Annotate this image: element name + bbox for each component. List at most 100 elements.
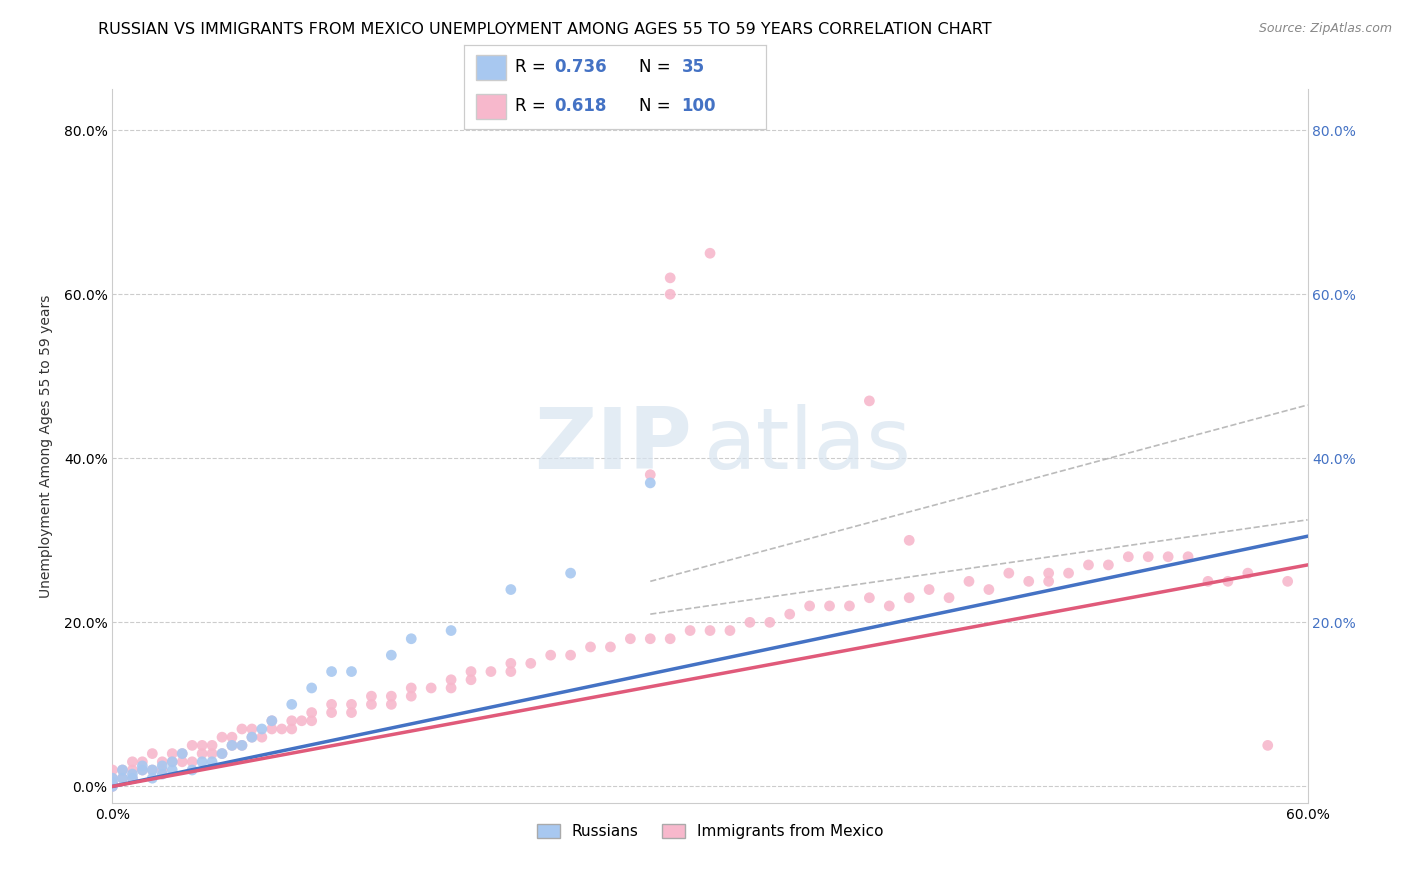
Point bbox=[191, 755, 214, 769]
Point bbox=[818, 599, 841, 613]
Point bbox=[380, 698, 402, 712]
Point bbox=[898, 591, 921, 605]
Point bbox=[1018, 574, 1040, 589]
Point bbox=[1237, 566, 1260, 581]
Point bbox=[101, 780, 124, 794]
Point bbox=[121, 767, 143, 781]
FancyBboxPatch shape bbox=[477, 94, 506, 120]
Point bbox=[111, 763, 134, 777]
Point bbox=[799, 599, 821, 613]
Point bbox=[121, 755, 143, 769]
Point bbox=[1216, 574, 1239, 589]
Point bbox=[162, 763, 183, 777]
Point bbox=[340, 706, 363, 720]
Point bbox=[340, 665, 363, 679]
Text: atlas: atlas bbox=[704, 404, 912, 488]
Point bbox=[260, 714, 283, 728]
Point bbox=[201, 747, 224, 761]
Point bbox=[659, 270, 682, 285]
Point bbox=[360, 698, 382, 712]
Point bbox=[301, 681, 323, 695]
Legend: Russians, Immigrants from Mexico: Russians, Immigrants from Mexico bbox=[530, 818, 890, 845]
Point bbox=[172, 755, 194, 769]
Point bbox=[191, 739, 214, 753]
Point bbox=[401, 632, 423, 646]
Point bbox=[520, 657, 543, 671]
Point bbox=[250, 730, 273, 744]
Point bbox=[191, 747, 214, 761]
Point bbox=[479, 665, 502, 679]
Point bbox=[211, 747, 233, 761]
Point bbox=[181, 755, 204, 769]
Point bbox=[162, 755, 183, 769]
Point bbox=[172, 747, 194, 761]
Point bbox=[221, 739, 243, 753]
Point bbox=[640, 475, 662, 490]
Point bbox=[858, 591, 880, 605]
Point bbox=[560, 648, 582, 662]
Point bbox=[270, 722, 292, 736]
Point bbox=[360, 689, 382, 703]
Point bbox=[162, 747, 183, 761]
Point bbox=[699, 624, 721, 638]
Point bbox=[121, 771, 143, 785]
Point bbox=[291, 714, 314, 728]
Point bbox=[1057, 566, 1080, 581]
Point bbox=[380, 648, 402, 662]
Point bbox=[540, 648, 562, 662]
Point bbox=[101, 771, 124, 785]
Point bbox=[240, 730, 263, 744]
Point bbox=[321, 698, 343, 712]
Point bbox=[699, 246, 721, 260]
Point bbox=[301, 714, 323, 728]
Point bbox=[1197, 574, 1219, 589]
Point bbox=[101, 771, 124, 785]
Point bbox=[918, 582, 941, 597]
Point bbox=[150, 759, 173, 773]
Point bbox=[401, 689, 423, 703]
Point bbox=[1157, 549, 1180, 564]
Point bbox=[211, 730, 233, 744]
Point bbox=[838, 599, 860, 613]
Point bbox=[1038, 566, 1060, 581]
Point bbox=[560, 566, 582, 581]
Point bbox=[738, 615, 761, 630]
Point bbox=[231, 739, 253, 753]
Point bbox=[101, 775, 124, 789]
Point bbox=[181, 739, 204, 753]
Point bbox=[172, 747, 194, 761]
Point bbox=[281, 714, 304, 728]
Text: R =: R = bbox=[516, 59, 551, 77]
Point bbox=[440, 673, 463, 687]
Text: ZIP: ZIP bbox=[534, 404, 692, 488]
Point bbox=[131, 759, 153, 773]
Point bbox=[1137, 549, 1160, 564]
Point bbox=[141, 763, 163, 777]
Y-axis label: Unemployment Among Ages 55 to 59 years: Unemployment Among Ages 55 to 59 years bbox=[38, 294, 52, 598]
FancyBboxPatch shape bbox=[477, 54, 506, 80]
Point bbox=[659, 287, 682, 301]
Point bbox=[141, 771, 163, 785]
Point bbox=[380, 689, 402, 703]
Point bbox=[460, 665, 482, 679]
Point bbox=[640, 632, 662, 646]
Point bbox=[231, 722, 253, 736]
Point bbox=[340, 698, 363, 712]
Point bbox=[150, 755, 173, 769]
Point bbox=[240, 722, 263, 736]
Point bbox=[101, 775, 124, 789]
Point bbox=[1118, 549, 1140, 564]
Point bbox=[211, 747, 233, 761]
Point bbox=[150, 767, 173, 781]
Point bbox=[779, 607, 801, 622]
Point bbox=[420, 681, 443, 695]
Point bbox=[977, 582, 1000, 597]
Point bbox=[201, 755, 224, 769]
Point bbox=[141, 763, 163, 777]
Point bbox=[1257, 739, 1279, 753]
Point bbox=[599, 640, 621, 654]
Text: Source: ZipAtlas.com: Source: ZipAtlas.com bbox=[1258, 22, 1392, 36]
Point bbox=[301, 706, 323, 720]
Text: N =: N = bbox=[640, 59, 676, 77]
Point bbox=[111, 771, 134, 785]
